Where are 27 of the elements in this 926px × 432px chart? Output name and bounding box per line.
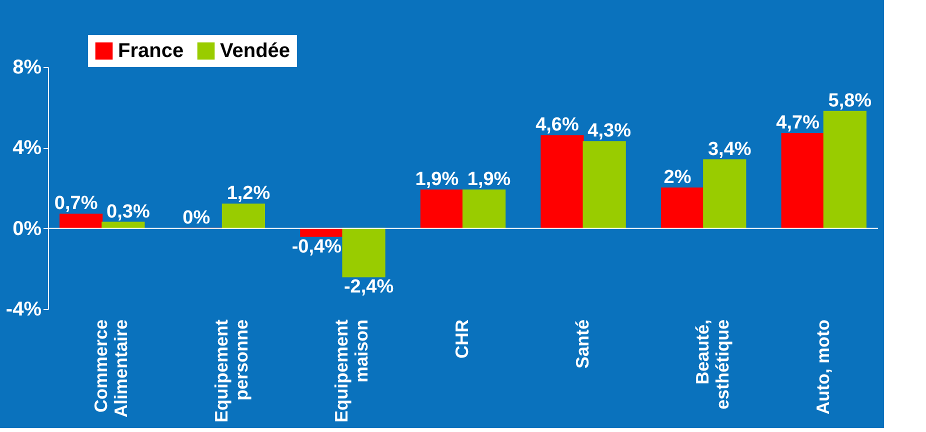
x-tick-label: Auto, moto	[812, 320, 833, 414]
legend-label: France	[118, 40, 184, 62]
data-label: 2%	[664, 167, 692, 188]
x-tick-label: Beauté, esthétique	[692, 320, 733, 410]
data-label: 3,4%	[708, 138, 752, 160]
x-tick-label: Equipement maison	[332, 320, 372, 423]
data-label: 0,7%	[54, 193, 98, 214]
x-tick-label: Santé	[572, 320, 592, 369]
data-label: 1,9%	[467, 169, 511, 190]
x-tick-label: Commerce Alimentaire	[91, 320, 132, 418]
data-label: 1,2%	[226, 183, 270, 204]
y-tick-label: -4%	[6, 298, 42, 320]
y-tick-label: 4%	[12, 137, 42, 160]
data-label: 0%	[182, 207, 210, 228]
x-tick-label: Equipement personne	[211, 320, 252, 423]
y-tick-label: 0%	[12, 218, 42, 240]
data-label: 5,8%	[828, 90, 872, 112]
data-label: 4,7%	[776, 112, 820, 134]
data-label: 0,3%	[106, 201, 150, 222]
data-label: -0,4%	[292, 236, 342, 258]
y-tick-label: 8%	[12, 56, 42, 78]
data-label: -2,4%	[344, 276, 394, 298]
legend-label: Vendée	[220, 40, 290, 62]
data-label: 4,3%	[588, 120, 632, 142]
data-label: 4,6%	[536, 114, 579, 136]
x-tick-label: CHR	[452, 320, 472, 358]
data-label: 1,9%	[415, 169, 459, 190]
